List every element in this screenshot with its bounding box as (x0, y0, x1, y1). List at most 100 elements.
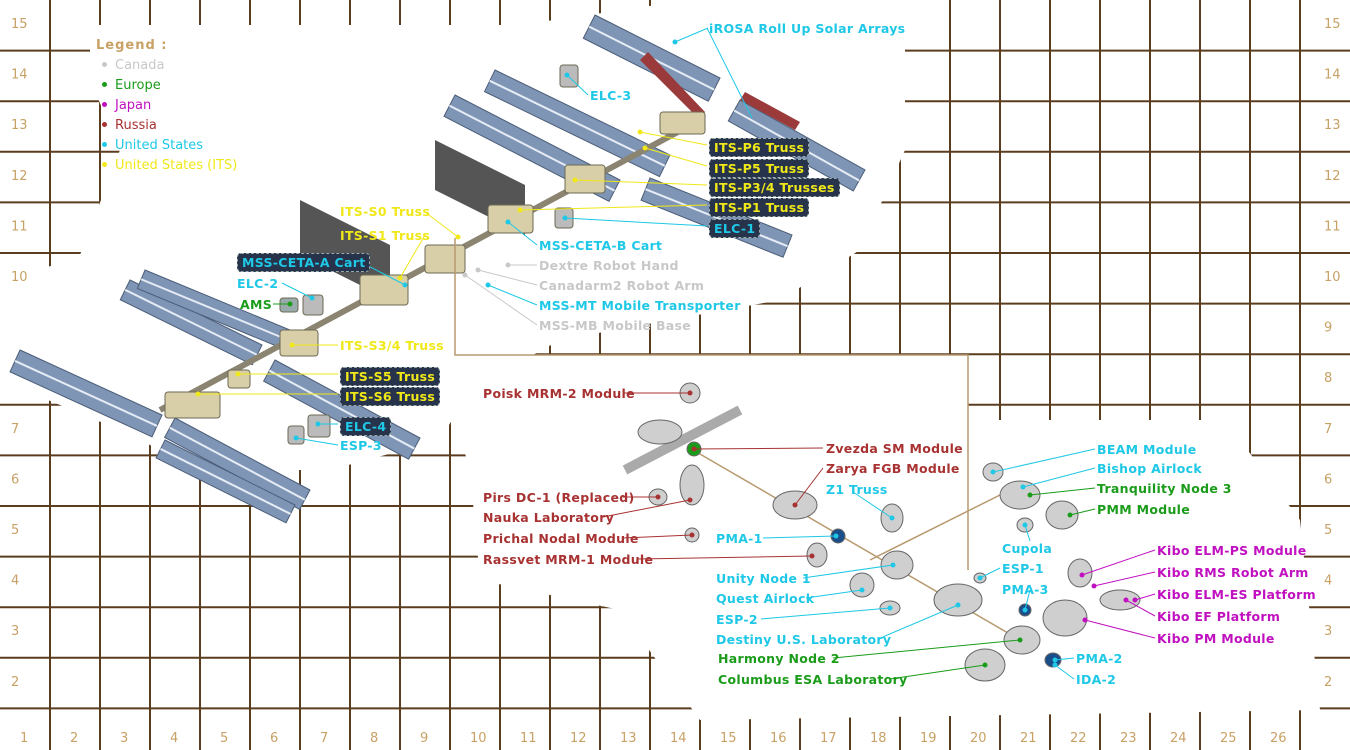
label-tranq: Tranquility Node 3 (1097, 481, 1232, 496)
p34-truss-body (564, 164, 606, 194)
row-label-right-12: 12 (1324, 169, 1341, 184)
row-label-right-6: 6 (1324, 472, 1332, 487)
row-label-left-6: 6 (11, 472, 19, 487)
legend: Legend : Canada Europe Japan Russia United S… (96, 36, 237, 176)
anchor-elc4 (315, 421, 321, 427)
kibo-ef-body (1099, 589, 1141, 611)
anchor-elmps (1079, 572, 1085, 578)
row-label-left-5: 5 (11, 523, 19, 538)
anchor-poisk (687, 390, 693, 396)
label-elc1: ELC-1 (709, 219, 761, 238)
leader-rms (1093, 571, 1156, 587)
label-esp2: ESP-2 (716, 612, 758, 627)
label-elc2: ELC-2 (237, 276, 279, 291)
leader-p1 (519, 204, 708, 211)
anchor-esp1 (977, 575, 983, 581)
label-ida2: IDA-2 (1076, 672, 1117, 687)
anchor-pma2 (1052, 657, 1058, 663)
label-z1: Z1 Truss (826, 482, 888, 497)
label-pmm: PMM Module (1097, 502, 1191, 517)
label-nauka: Nauka Laboratory (483, 510, 615, 525)
label-p6: ITS-P6 Truss (709, 138, 810, 157)
label-esp1: ESP-1 (1002, 561, 1044, 576)
label-quest: Quest Airlock (716, 591, 815, 606)
leader-pma2 (1054, 657, 1075, 661)
col-label-3: 3 (120, 731, 128, 746)
kibo-elmps-body (1067, 558, 1093, 588)
label-prichal: Prichal Nodal Module (483, 531, 639, 546)
zvezda-body (637, 419, 683, 445)
anchor-p1 (517, 207, 523, 213)
label-p5: ITS-P5 Truss (709, 159, 810, 178)
anchor-cetab (505, 219, 511, 225)
anchor-harmony (1017, 637, 1023, 643)
col-label-23: 23 (1120, 731, 1137, 746)
leader-s1 (399, 234, 426, 279)
leader-elmps (1081, 549, 1156, 576)
leader-ida2 (1054, 664, 1075, 680)
anchor-mssmb (462, 272, 468, 278)
row-label-left-4: 4 (11, 574, 19, 589)
col-label-24: 24 (1170, 731, 1187, 746)
col-label-2: 2 (70, 731, 78, 746)
exploded-link (454, 238, 969, 570)
row-label-right-10: 10 (1324, 270, 1341, 285)
irosa-array-2 (740, 92, 800, 130)
anchor-tranq (1027, 492, 1033, 498)
label-s1: ITS-S1 Truss (340, 228, 431, 243)
row-label-left-13: 13 (11, 118, 28, 133)
legend-dot-icon (102, 82, 107, 87)
row-label-right-13: 13 (1324, 118, 1341, 133)
label-destiny: Destiny U.S. Laboratory (716, 632, 892, 647)
anchor-prichal (689, 532, 695, 538)
tranquility-body (999, 480, 1041, 510)
row-label-left-15: 15 (11, 17, 28, 32)
irosa-array-1 (640, 52, 705, 120)
col-label-16: 16 (770, 731, 787, 746)
col-label-11: 11 (520, 731, 537, 746)
node3-axis (869, 489, 1011, 561)
anchor-esp2 (887, 605, 893, 611)
leader-z1 (852, 491, 893, 519)
leader-mssmt (487, 284, 538, 306)
label-elc4: ELC-4 (340, 417, 392, 436)
s34-truss-body (279, 329, 319, 357)
leader-columbus (889, 664, 986, 680)
label-dextre: Dextre Robot Hand (539, 258, 679, 273)
leader-s0 (424, 211, 459, 238)
anchor-zvezda (691, 446, 697, 452)
legend-item: Canada (96, 56, 237, 76)
row-label-right-5: 5 (1324, 523, 1332, 538)
leader-pma3 (1024, 589, 1031, 611)
anchor-pmm (1067, 512, 1073, 518)
row-label-right-9: 9 (1324, 321, 1332, 336)
anchor-s1 (397, 275, 403, 281)
leader-pmm (1069, 508, 1096, 516)
label-pm: Kibo PM Module (1157, 631, 1275, 646)
leader-unity (802, 564, 894, 579)
anchor-ida2 (1052, 662, 1058, 668)
legend-label: United States (ITS) (115, 158, 238, 173)
solar-array-s6-c-seam (169, 426, 306, 501)
label-beam: BEAM Module (1097, 442, 1197, 457)
anchor-rassvet (809, 553, 815, 559)
s6-truss-body (164, 391, 221, 419)
row-label-left-12: 12 (11, 169, 28, 184)
row-label-right-3: 3 (1324, 624, 1332, 639)
anchor-pm (1082, 617, 1088, 623)
esp3-body (287, 425, 305, 445)
leader-tranq (1029, 487, 1096, 496)
label-bishop: Bishop Airlock (1097, 461, 1202, 476)
col-label-13: 13 (620, 731, 637, 746)
label-cetaa: MSS-CETA-A Cart (237, 253, 371, 272)
anchor-nauka (687, 497, 693, 503)
solar-array-s6-d-seam (160, 448, 291, 515)
legend-dot-icon (102, 142, 107, 147)
anchor-destiny (955, 602, 961, 608)
leader-ef (1125, 599, 1156, 617)
legend-dot-icon (102, 62, 107, 67)
legend-label: Europe (115, 78, 161, 93)
s1-truss-body (359, 274, 409, 306)
row-label-left-2: 2 (11, 675, 19, 690)
